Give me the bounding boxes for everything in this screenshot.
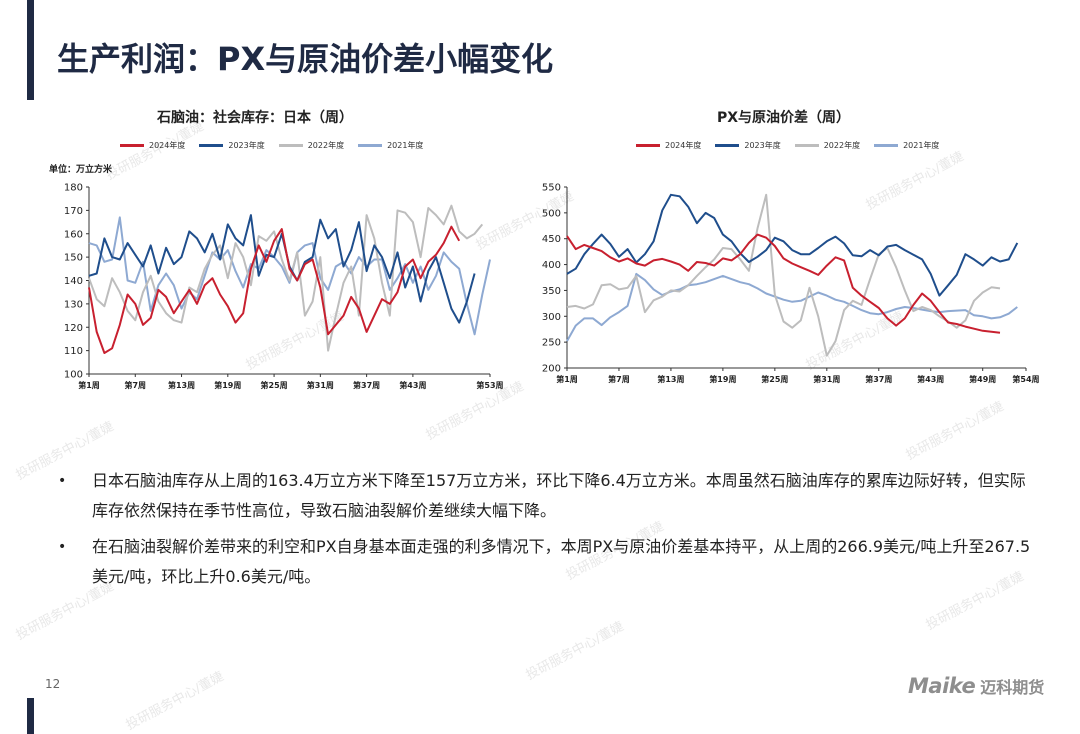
legend-swatch	[120, 144, 144, 147]
x-tick-label: 第54周	[1012, 374, 1039, 384]
legend-swatch	[874, 144, 899, 147]
legend-item-2023: 2023年度	[715, 140, 781, 151]
series-line-2024年度	[88, 225, 461, 354]
series-line-2021年度	[88, 216, 491, 336]
series-line-2024年度	[566, 233, 1001, 334]
chart2-legend: 2024年度 2023年度 2022年度 2021年度	[636, 140, 953, 151]
legend-label: 2023年度	[744, 141, 781, 150]
legend-label: 2022年度	[823, 141, 861, 150]
legend-label: 2024年度	[149, 141, 186, 150]
bullet-dot-icon: •	[58, 539, 67, 555]
y-tick-label: 180	[64, 183, 83, 194]
legend-swatch	[794, 144, 819, 147]
x-tick-label: 第53周	[476, 380, 503, 390]
y-tick-label: 130	[64, 299, 83, 310]
y-tick-label: 500	[542, 208, 561, 219]
x-tick-label: 第49周	[969, 374, 996, 384]
logo-name: 迈科期货	[980, 678, 1045, 697]
bullet-text: 日本石脑油库存从上周的163.4万立方米下降至157万立方米，环比下降6.4万立…	[92, 471, 1026, 520]
series-line-2023年度	[566, 193, 1019, 297]
company-logo: Maike 迈科期货	[908, 674, 1044, 698]
chart2-title: PX与原油价差（周）	[717, 110, 851, 126]
bullet-list: • 日本石脑油库存从上周的163.4万立方米下降至157万立方米，环比下降6.4…	[58, 466, 1038, 598]
y-tick-label: 140	[64, 276, 83, 287]
chart1-title: 石脑油：社会库存：日本（周）	[157, 110, 353, 126]
bullet-item: • 在石脑油裂解价差带来的利空和PX自身基本面走强的利多情况下，本周PX与原油价…	[58, 532, 1038, 592]
x-tick-label: 第37周	[865, 374, 892, 384]
y-tick-label: 400	[542, 260, 561, 271]
legend-swatch	[199, 144, 224, 147]
legend-swatch	[636, 144, 660, 147]
y-tick-label: 350	[542, 286, 561, 297]
legend-label: 2023年度	[228, 141, 265, 150]
chart1-unit: 单位：万立方米	[49, 165, 113, 175]
legend-label: 2021年度	[387, 141, 424, 150]
x-tick-label: 第43周	[399, 380, 426, 390]
y-tick-label: 150	[64, 253, 83, 264]
y-tick-label: 250	[542, 338, 561, 349]
x-tick-label: 第31周	[307, 380, 334, 390]
bullet-dot-icon: •	[58, 473, 67, 489]
legend-label: 2024年度	[665, 141, 702, 150]
legend-item-2022: 2022年度	[794, 140, 861, 151]
y-tick-label: 450	[542, 234, 561, 245]
legend-item-2024: 2024年度	[120, 140, 185, 151]
slide-title: 生产利润：PX与原油价差小幅变化	[57, 40, 554, 78]
y-tick-label: 200	[542, 364, 561, 375]
x-tick-label: 第19周	[709, 374, 736, 384]
x-tick-label: 第7周	[124, 380, 146, 390]
legend-item-2024: 2024年度	[636, 140, 701, 151]
y-tick-label: 100	[64, 370, 83, 381]
x-tick-label: 第1周	[556, 374, 578, 384]
x-tick-label: 第13周	[168, 380, 195, 390]
legend-label: 2022年度	[307, 141, 345, 150]
x-tick-label: 第7周	[608, 374, 630, 384]
title-accent-bar	[27, 0, 34, 100]
bullet-item: • 日本石脑油库存从上周的163.4万立方米下降至157万立方米，环比下降6.4…	[58, 466, 1038, 526]
y-tick-label: 300	[542, 312, 561, 323]
y-tick-label: 170	[64, 206, 83, 217]
x-tick-label: 第43周	[917, 374, 944, 384]
series-line-2022年度	[566, 193, 1001, 357]
legend-swatch	[715, 144, 740, 147]
chart1-legend: 2024年度 2023年度 2022年度 2021年度	[120, 140, 437, 151]
y-tick-label: 120	[64, 323, 83, 334]
logo-brand: Maike	[908, 674, 976, 698]
x-tick-label: 第25周	[761, 374, 788, 384]
y-tick-label: 110	[64, 346, 83, 357]
legend-item-2021: 2021年度	[874, 140, 939, 151]
series-line-2021年度	[566, 272, 1018, 342]
x-tick-label: 第13周	[657, 374, 684, 384]
legend-item-2022: 2022年度	[278, 140, 345, 151]
footer-accent-bar	[27, 698, 34, 734]
x-tick-label: 第31周	[813, 374, 840, 384]
x-tick-label: 第25周	[261, 380, 288, 390]
legend-swatch	[278, 144, 303, 147]
x-tick-label: 第1周	[78, 380, 100, 390]
legend-item-2021: 2021年度	[358, 140, 423, 151]
legend-item-2023: 2023年度	[199, 140, 265, 151]
y-tick-label: 160	[64, 229, 83, 240]
x-tick-label: 第19周	[214, 380, 241, 390]
y-tick-label: 550	[542, 183, 561, 194]
bullet-text: 在石脑油裂解价差带来的利空和PX自身基本面走强的利多情况下，本周PX与原油价差基…	[92, 537, 1031, 586]
page-number: 12	[45, 677, 61, 691]
legend-label: 2021年度	[903, 141, 940, 150]
series-line-2022年度	[88, 204, 484, 352]
legend-swatch	[358, 144, 383, 147]
x-tick-label: 第37周	[353, 380, 380, 390]
